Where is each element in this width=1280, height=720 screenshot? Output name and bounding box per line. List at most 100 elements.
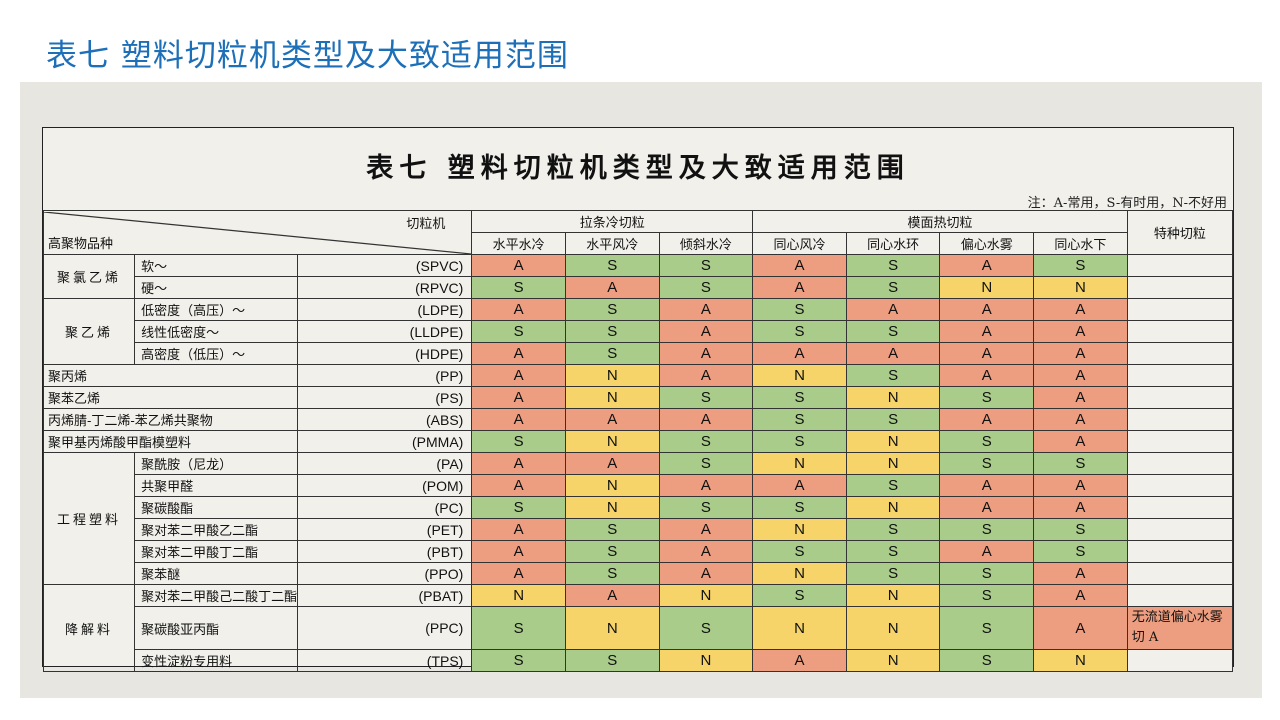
rating-cell: S: [845, 276, 941, 299]
table-row: 聚对苯二甲酸乙二酯 (PET) A S A N S S S: [44, 518, 1234, 541]
rating-cell: N: [845, 649, 941, 672]
table-row: 聚碳酸亚丙酯 (PPC) S N S N N S A 无流道偏心水雾切 A: [44, 606, 1234, 650]
polymer-group: 降解料: [42, 584, 136, 672]
rating-cell: N: [1033, 276, 1128, 299]
header-special: 特种切粒: [1126, 210, 1234, 255]
header-corner: 切粒机 高聚物品种: [42, 210, 473, 255]
table-row: 聚碳酸酯 (PC) S N S S N A A: [44, 496, 1234, 519]
header-method-4: 同心水环: [845, 232, 941, 255]
rating-cell: A: [658, 474, 754, 497]
polymer-code: (SPVC): [297, 254, 473, 277]
rating-cell: S: [845, 254, 941, 277]
rating-cell: A: [1033, 606, 1128, 650]
rating-cell: N: [939, 276, 1035, 299]
special-cell: [1126, 540, 1234, 563]
rating-cell: A: [658, 540, 754, 563]
special-cell: [1126, 452, 1234, 475]
rating-cell: A: [471, 408, 566, 431]
table-row: 聚乙烯 低密度（高压）～ (LDPE) A S A S A A A: [42, 298, 1234, 365]
rating-cell: S: [752, 408, 847, 431]
rating-cell: A: [845, 298, 941, 321]
corner-diagonal: [44, 212, 471, 254]
rating-cell: S: [752, 320, 847, 343]
rating-cell: S: [564, 562, 660, 585]
rating-cell: N: [845, 496, 941, 519]
rating-cell: A: [1033, 584, 1128, 607]
polymer-name: 丙烯腈-丁二烯-苯乙烯共聚物: [42, 408, 299, 431]
rating-cell: A: [1033, 320, 1128, 343]
special-cell: [1126, 584, 1234, 607]
rating-cell: S: [658, 496, 754, 519]
rating-cell: S: [939, 584, 1035, 607]
rating-cell: A: [939, 320, 1035, 343]
polymer-name: 聚碳酸亚丙酯: [134, 606, 299, 650]
rating-cell: S: [752, 496, 847, 519]
corner-label-polymer: 高聚物品种: [48, 236, 114, 252]
polymer-name: 共聚甲醛: [134, 474, 299, 497]
table-row: 硬～ (RPVC) S A S A S N N: [44, 276, 1234, 299]
rating-cell: S: [564, 342, 660, 365]
polymer-name: 线性低密度～: [134, 320, 299, 343]
polymer-code: (PMMA): [297, 430, 473, 453]
rating-cell: S: [658, 276, 754, 299]
polymer-code: (PP): [297, 364, 473, 387]
rating-cell: A: [752, 276, 847, 299]
rating-cell: A: [471, 298, 566, 321]
polymer-group: 聚氯乙烯: [42, 254, 136, 299]
polymer-code: (HDPE): [297, 342, 473, 365]
polymer-code: (TPS): [297, 649, 473, 672]
special-cell: [1126, 408, 1234, 431]
rating-cell: A: [1033, 474, 1128, 497]
rating-cell: S: [471, 430, 566, 453]
polymer-name: 聚对苯二甲酸己二酸丁二酯: [134, 584, 299, 607]
special-cell: [1126, 276, 1234, 299]
polymer-name: 聚酰胺（尼龙）: [134, 452, 299, 475]
rating-cell: A: [471, 518, 566, 541]
special-cell: [1126, 474, 1234, 497]
special-cell: [1126, 386, 1234, 409]
rating-cell: N: [845, 386, 941, 409]
rating-cell: A: [752, 254, 847, 277]
rating-cell: N: [564, 386, 660, 409]
table-row: 工程塑料 聚酰胺（尼龙） (PA) A A S N N S S: [42, 452, 1234, 585]
rating-cell: S: [564, 649, 660, 672]
special-cell: [1126, 430, 1234, 453]
rating-cell: A: [564, 408, 660, 431]
rating-cell: N: [845, 430, 941, 453]
rating-cell: N: [845, 452, 941, 475]
rating-cell: S: [752, 540, 847, 563]
table-row: 聚苯乙烯 (PS) A N S S N S A: [42, 386, 1234, 409]
special-note: 无流道偏心水雾切 A: [1126, 606, 1234, 650]
polymer-code: (ABS): [297, 408, 473, 431]
compatibility-table: 切粒机 高聚物品种 拉条冷切粒 模面热切粒 特种切粒 水平水冷 水平风冷 倾斜水冷同…: [42, 210, 1234, 672]
rating-cell: A: [471, 452, 566, 475]
header-method-6: 同心水下: [1033, 232, 1128, 255]
rating-cell: S: [471, 496, 566, 519]
polymer-code: (RPVC): [297, 276, 473, 299]
rating-cell: A: [1033, 364, 1128, 387]
polymer-name: 聚甲基丙烯酸甲酯模塑料: [42, 430, 299, 453]
table-row: 变性淀粉专用料 (TPS) S S N A N S N: [44, 649, 1234, 672]
rating-cell: A: [658, 298, 754, 321]
polymer-group: 聚乙烯: [42, 298, 136, 365]
header-method-5: 偏心水雾: [939, 232, 1035, 255]
rating-cell: S: [939, 606, 1035, 650]
header-method-3: 同心风冷: [752, 232, 847, 255]
rating-cell: A: [1033, 386, 1128, 409]
sheet-title: 表七 塑料切粒机类型及大致适用范围: [366, 153, 910, 184]
polymer-name: 聚苯醚: [134, 562, 299, 585]
slide-title: 表七 塑料切粒机类型及大致适用范围: [46, 38, 569, 74]
polymer-name: 聚碳酸酯: [134, 496, 299, 519]
table-row: 降解料 聚对苯二甲酸己二酸丁二酯 (PBAT) N A N S N S A: [42, 584, 1234, 672]
rating-cell: A: [658, 320, 754, 343]
special-cell: [1126, 342, 1234, 365]
rating-cell: S: [1033, 540, 1128, 563]
rating-cell: S: [845, 474, 941, 497]
rating-cell: S: [564, 298, 660, 321]
rating-cell: N: [1033, 649, 1128, 672]
rating-cell: S: [939, 386, 1035, 409]
rating-cell: S: [752, 386, 847, 409]
table-row: 聚丙烯 (PP) A N A N S A A: [42, 364, 1234, 387]
rating-cell: N: [658, 584, 754, 607]
table-row: 共聚甲醛 (POM) A N A A S A A: [44, 474, 1234, 497]
